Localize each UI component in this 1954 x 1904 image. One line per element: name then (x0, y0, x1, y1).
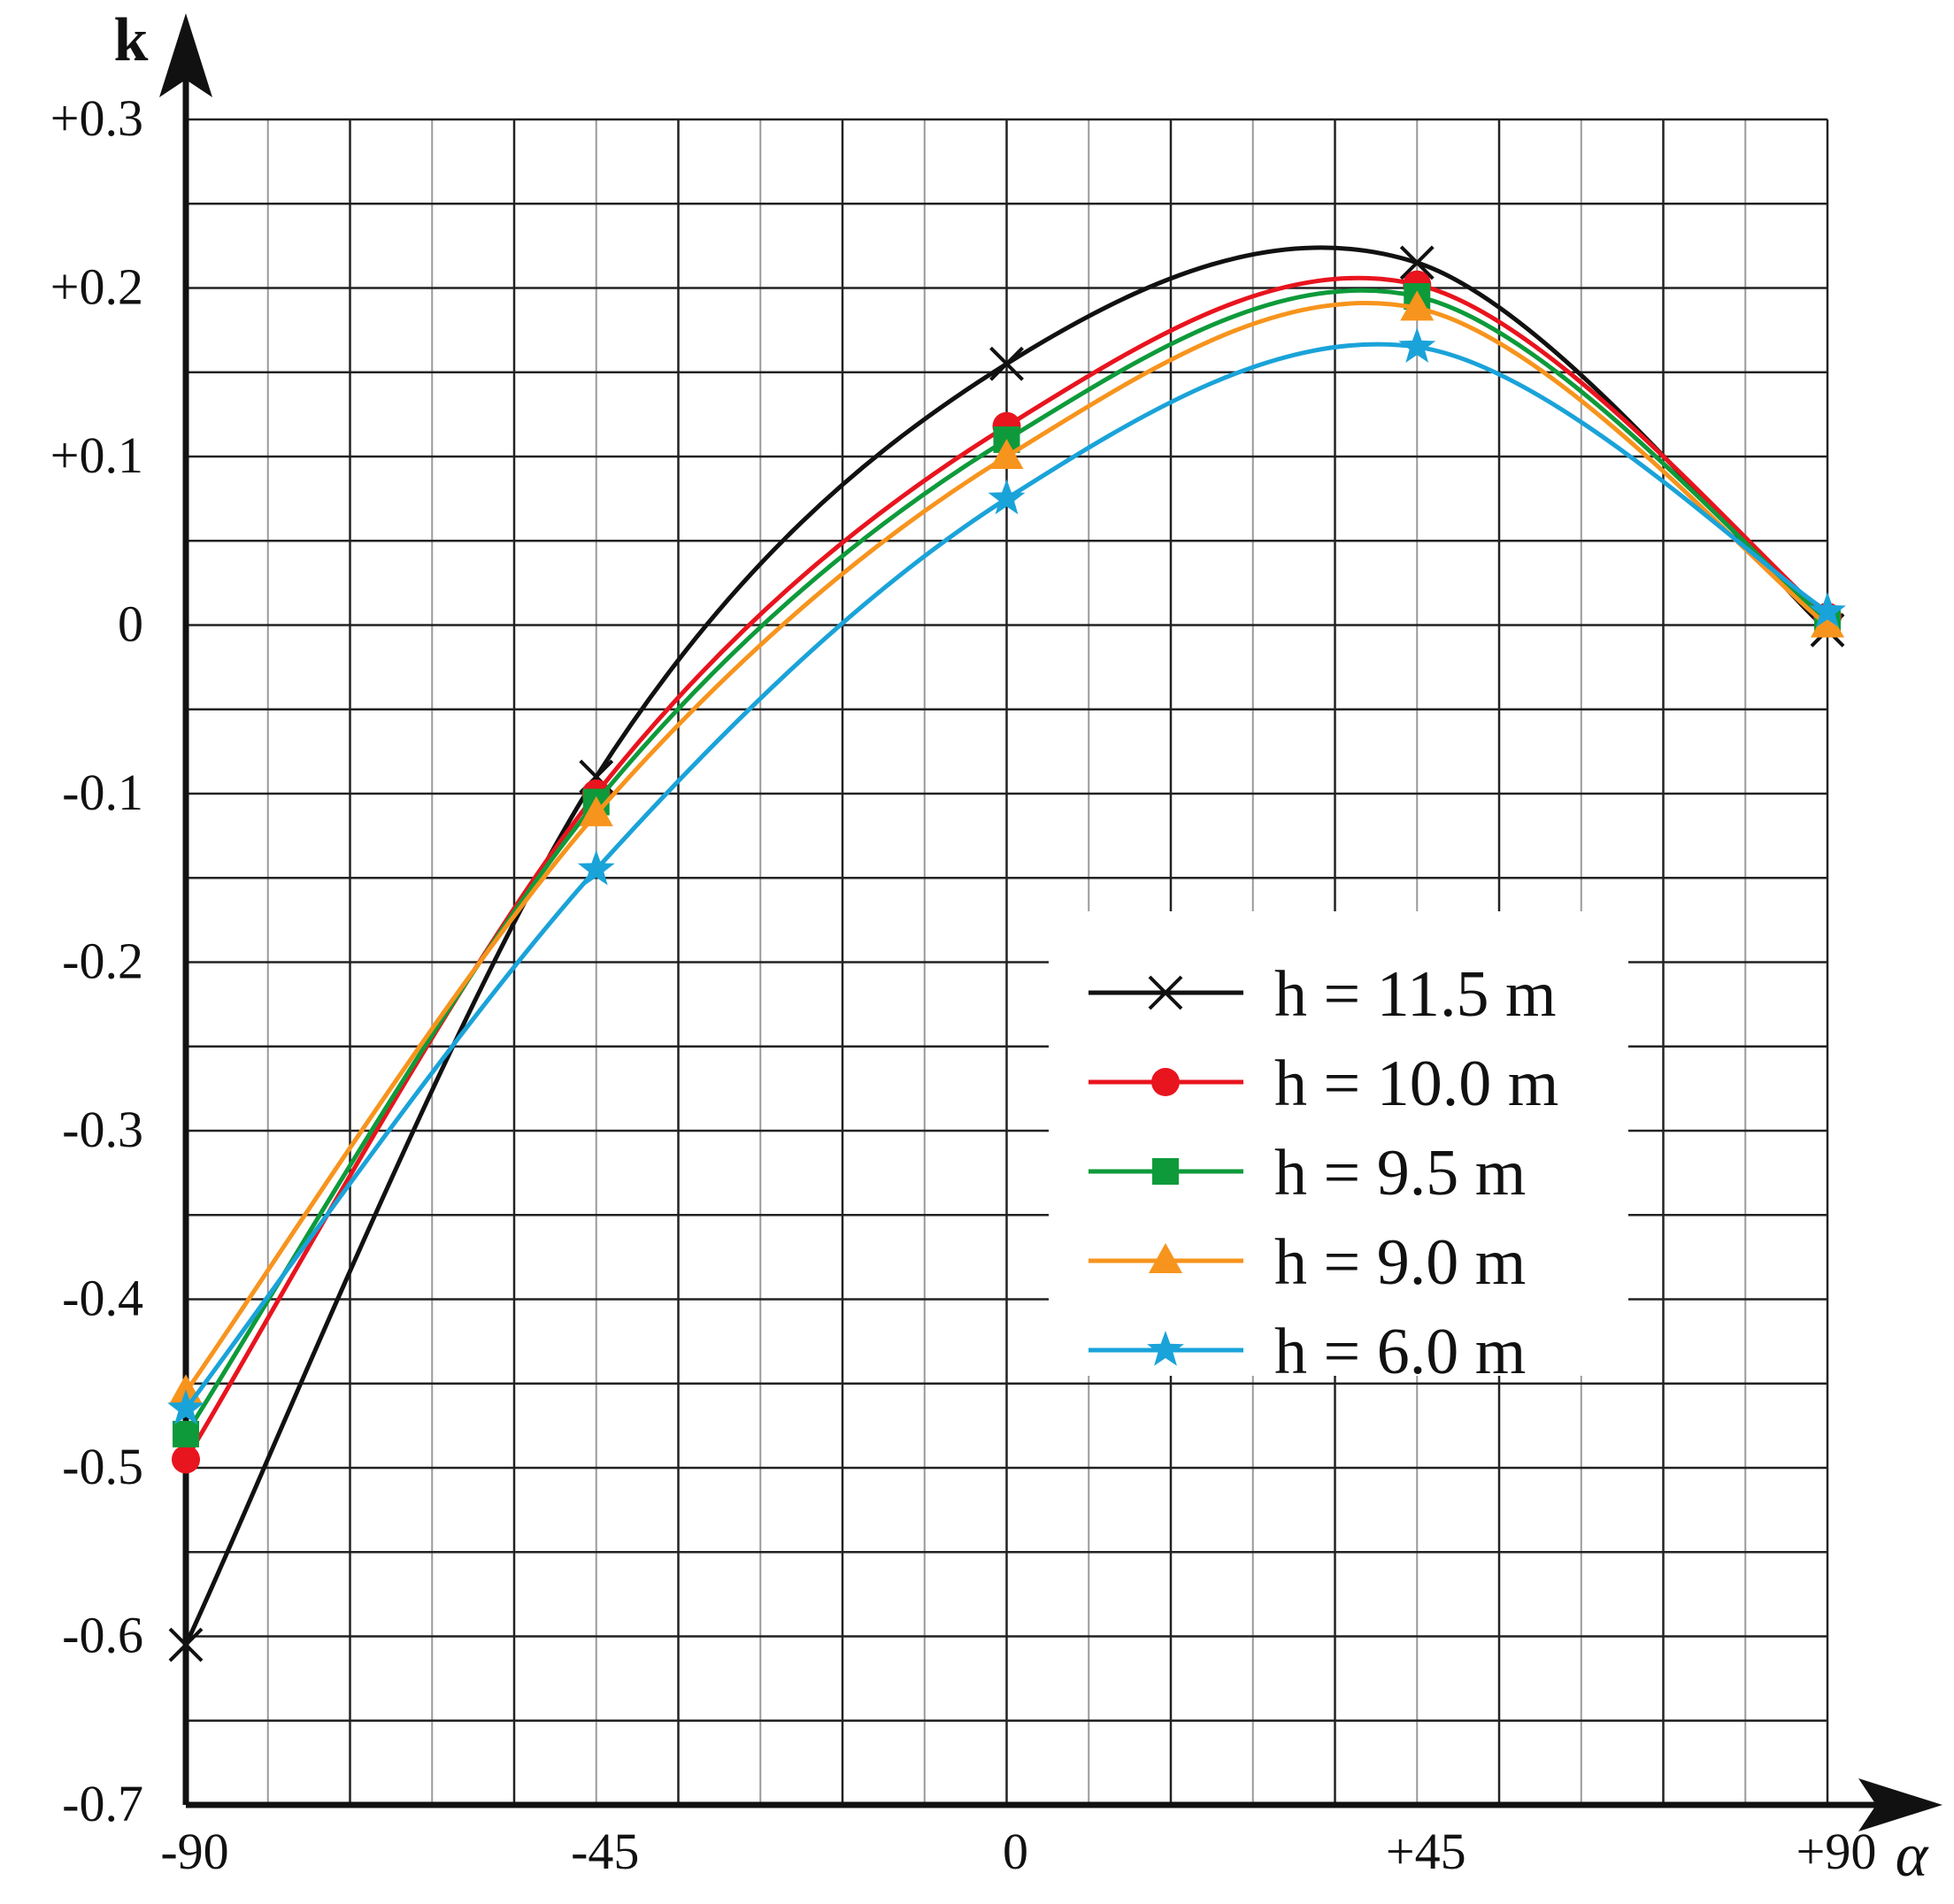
y-axis-arrow (159, 13, 212, 97)
x-tick-label: -45 (571, 1823, 639, 1880)
data-point-star (1809, 592, 1846, 628)
series-group (167, 245, 1846, 1662)
y-tick-label: +0.3 (50, 89, 143, 147)
data-point-x (1399, 245, 1435, 280)
y-tick-label: -0.7 (62, 1775, 143, 1832)
y-tick-label: -0.4 (62, 1270, 143, 1327)
legend-label: h = 10.0 m (1274, 1048, 1558, 1120)
x-tick-labels: -90 -45 0 +45 +90 (160, 1823, 1876, 1880)
y-tick-label: 0 (118, 595, 143, 653)
data-point-triangle (989, 439, 1024, 469)
legend-marker-triangle (1149, 1243, 1182, 1273)
y-tick-label: -0.2 (62, 933, 143, 990)
y-tick-label: -0.1 (62, 764, 143, 821)
legend-label: h = 11.5 m (1274, 958, 1557, 1031)
series-line (183, 301, 1829, 1393)
x-axis-label: α (1896, 1822, 1929, 1890)
y-tick-labels: +0.3 +0.2 +0.1 0 -0.1 -0.2 -0.3 -0.4 -0.5 -0.6 -0.… (50, 89, 143, 1832)
legend-label: h = 6.0 m (1274, 1316, 1526, 1388)
data-point-circle (172, 1445, 200, 1474)
legend-label: h = 9.5 m (1274, 1137, 1526, 1209)
x-tick-label: +45 (1386, 1823, 1466, 1880)
data-point-square (173, 1420, 199, 1447)
data-point-x (989, 346, 1024, 381)
data-point-x (168, 1627, 204, 1662)
x-tick-label: 0 (1003, 1823, 1028, 1880)
y-tick-label: +0.2 (50, 258, 143, 316)
data-point-star (988, 479, 1026, 515)
data-point-triangle (1400, 290, 1435, 321)
y-tick-label: -0.5 (62, 1438, 143, 1495)
series-4 (167, 327, 1846, 1425)
axes (159, 13, 1942, 1831)
data-point-triangle (579, 795, 613, 826)
y-tick-label: -0.6 (62, 1607, 143, 1664)
y-axis-label: k (114, 6, 149, 74)
x-tick-label: -90 (160, 1823, 228, 1880)
y-tick-label: -0.3 (62, 1101, 143, 1158)
x-axis-arrow (1858, 1778, 1942, 1831)
data-point-star (1398, 327, 1436, 363)
data-point-triangle (1811, 607, 1844, 638)
x-tick-label: +90 (1796, 1823, 1877, 1880)
series-line (183, 245, 1829, 1647)
legend: h = 11.5 m h = 10.0 m h = 9.5 m h = 9.0 m h … (1049, 911, 1628, 1388)
data-point-star (577, 849, 615, 886)
series-line (183, 275, 1829, 1461)
data-point-star (167, 1389, 204, 1425)
legend-label: h = 9.0 m (1274, 1226, 1526, 1299)
y-tick-label: +0.1 (50, 426, 143, 484)
legend-marker-square (1152, 1158, 1179, 1185)
legend-box (1049, 911, 1628, 1376)
legend-marker-x (1148, 975, 1183, 1010)
series-line (183, 288, 1829, 1436)
legend-marker-circle (1151, 1068, 1180, 1096)
series-line (184, 342, 1829, 1410)
legend-marker-star (1147, 1331, 1184, 1366)
